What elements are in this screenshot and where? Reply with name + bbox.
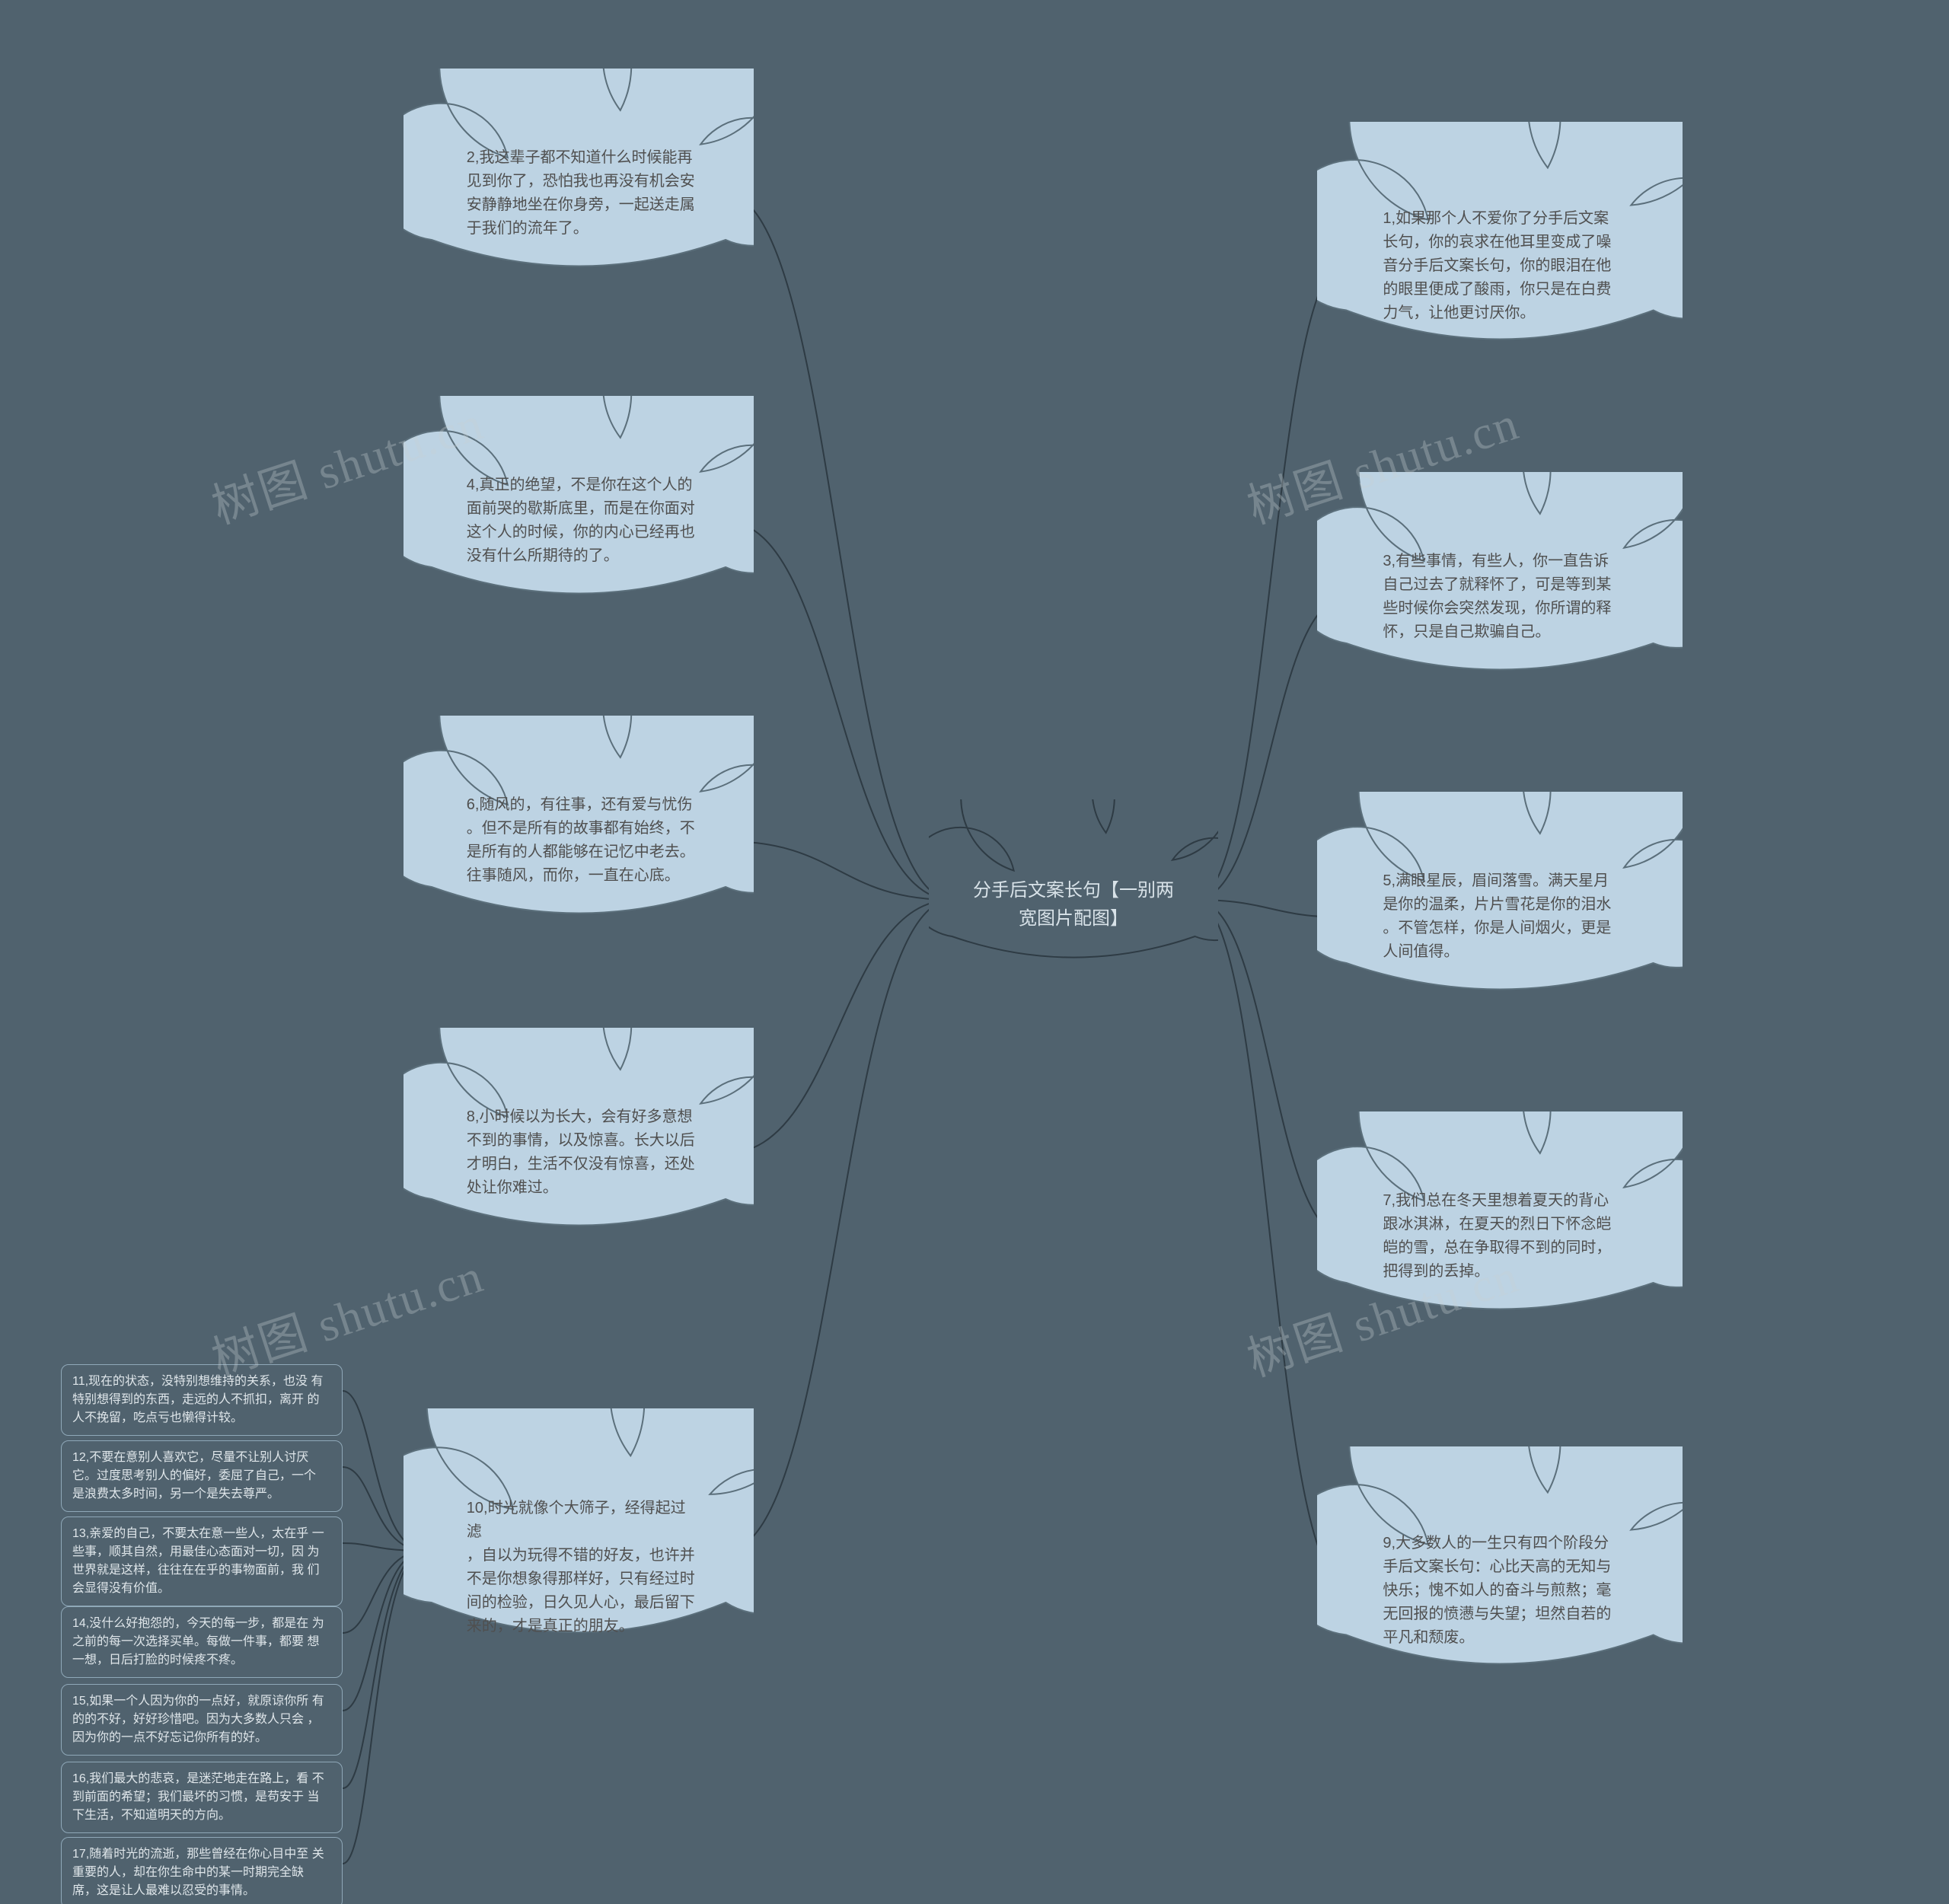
cloud-node-n3[interactable]: 3,有些事情，有些人，你一直告诉 自己过去了就释怀了，可是等到某 些时候你会突然… [1317,472,1683,700]
cloud-node-n7[interactable]: 7,我们总在冬天里想着夏天的背心 跟冰淇淋，在夏天的烈日下怀念皑 皑的雪，总在争… [1317,1111,1683,1340]
small-node-s15[interactable]: 15,如果一个人因为你的一点好，就原谅你所 有的的不好，好好珍惜吧。因为大多数人… [61,1684,343,1756]
cloud-node-n5[interactable]: 5,满眼星辰，眉间落雪。满天星月 是你的温柔，片片雪花是你的泪水 。不管怎样，你… [1317,792,1683,1020]
cloud-node-n8[interactable]: 8,小时候以为长大，会有好多意想 不到的事情，以及惊喜。长大以后 才明白，生活不… [404,1028,754,1256]
cloud-node-n2[interactable]: 2,我这辈子都不知道什么时候能再 见到你了，恐怕我也再没有机会安 安静静地坐在你… [404,69,754,297]
cloud-text: 1,如果那个人不爱你了分手后文案 长句，你的哀求在他耳里变成了噪 音分手后文案长… [1383,207,1624,325]
cloud-text: 2,我这辈子都不知道什么时候能再 见到你了，恐怕我也再没有机会安 安静静地坐在你… [467,146,698,241]
cloud-text: 8,小时候以为长大，会有好多意想 不到的事情，以及惊喜。长大以后 才明白，生活不… [467,1105,698,1200]
cloud-node-n4[interactable]: 4,真正的绝望，不是你在这个人的 面前哭的歇斯底里，而是在你面对 这个人的时候，… [404,396,754,624]
cloud-text: 3,有些事情，有些人，你一直告诉 自己过去了就释怀了，可是等到某 些时候你会突然… [1383,550,1624,644]
cloud-node-n9[interactable]: 9,大多数人的一生只有四个阶段分 手后文案长句：心比天高的无知与 快乐；愧不如人… [1317,1446,1683,1698]
small-node-s17[interactable]: 17,随着时光的流逝，那些曾经在你心目中至 关重要的人，却在你生命中的某一时期完… [61,1837,343,1904]
cloud-text: 4,真正的绝望，不是你在这个人的 面前哭的歇斯底里，而是在你面对 这个人的时候，… [467,474,698,568]
cloud-text: 9,大多数人的一生只有四个阶段分 手后文案长句：心比天高的无知与 快乐；愧不如人… [1383,1532,1624,1650]
cloud-text: 分手后文案长句【一别两 宽图片配图】 [969,876,1178,933]
mindmap-canvas: 分手后文案长句【一别两 宽图片配图】 2,我这辈子都不知道什么时候能再 见到你了，… [0,0,1949,1904]
cloud-node-n10[interactable]: 10,时光就像个大筛子，经得起过滤 ，自以为玩得不错的好友，也许并 不是你想象得… [404,1408,754,1667]
small-node-s13[interactable]: 13,亲爱的自己，不要太在意一些人，太在乎 一些事，顺其自然，用最佳心态面对一切… [61,1517,343,1606]
cloud-node-n6[interactable]: 6,随风的，有往事，还有爱与忧伤 。但不是所有的故事都有始终，不 是所有的人都能… [404,716,754,944]
small-node-s14[interactable]: 14,没什么好抱怨的，今天的每一步，都是在 为之前的每一次选择买单。每做一件事，… [61,1606,343,1678]
small-node-s16[interactable]: 16,我们最大的悲哀，是迷茫地走在路上，看 不到前面的希望；我们最坏的习惯，是苟… [61,1762,343,1833]
cloud-text: 7,我们总在冬天里想着夏天的背心 跟冰淇淋，在夏天的烈日下怀念皑 皑的雪，总在争… [1383,1189,1624,1284]
cloud-text: 5,满眼星辰，眉间落雪。满天星月 是你的温柔，片片雪花是你的泪水 。不管怎样，你… [1383,869,1624,964]
small-node-s12[interactable]: 12,不要在意别人喜欢它，尽量不让别人讨厌 它。过度思考别人的偏好，委屈了自己，… [61,1440,343,1512]
cloud-node-center[interactable]: 分手后文案长句【一别两 宽图片配图】 [929,799,1218,982]
cloud-text: 10,时光就像个大筛子，经得起过滤 ，自以为玩得不错的好友，也许并 不是你想象得… [467,1497,698,1638]
small-node-s11[interactable]: 11,现在的状态，没特别想维持的关系，也没 有特别想得到的东西，走远的人不抓扣，… [61,1364,343,1436]
cloud-text: 6,随风的，有往事，还有爱与忧伤 。但不是所有的故事都有始终，不 是所有的人都能… [467,793,698,888]
cloud-node-n1[interactable]: 1,如果那个人不爱你了分手后文案 长句，你的哀求在他耳里变成了噪 音分手后文案长… [1317,122,1683,373]
